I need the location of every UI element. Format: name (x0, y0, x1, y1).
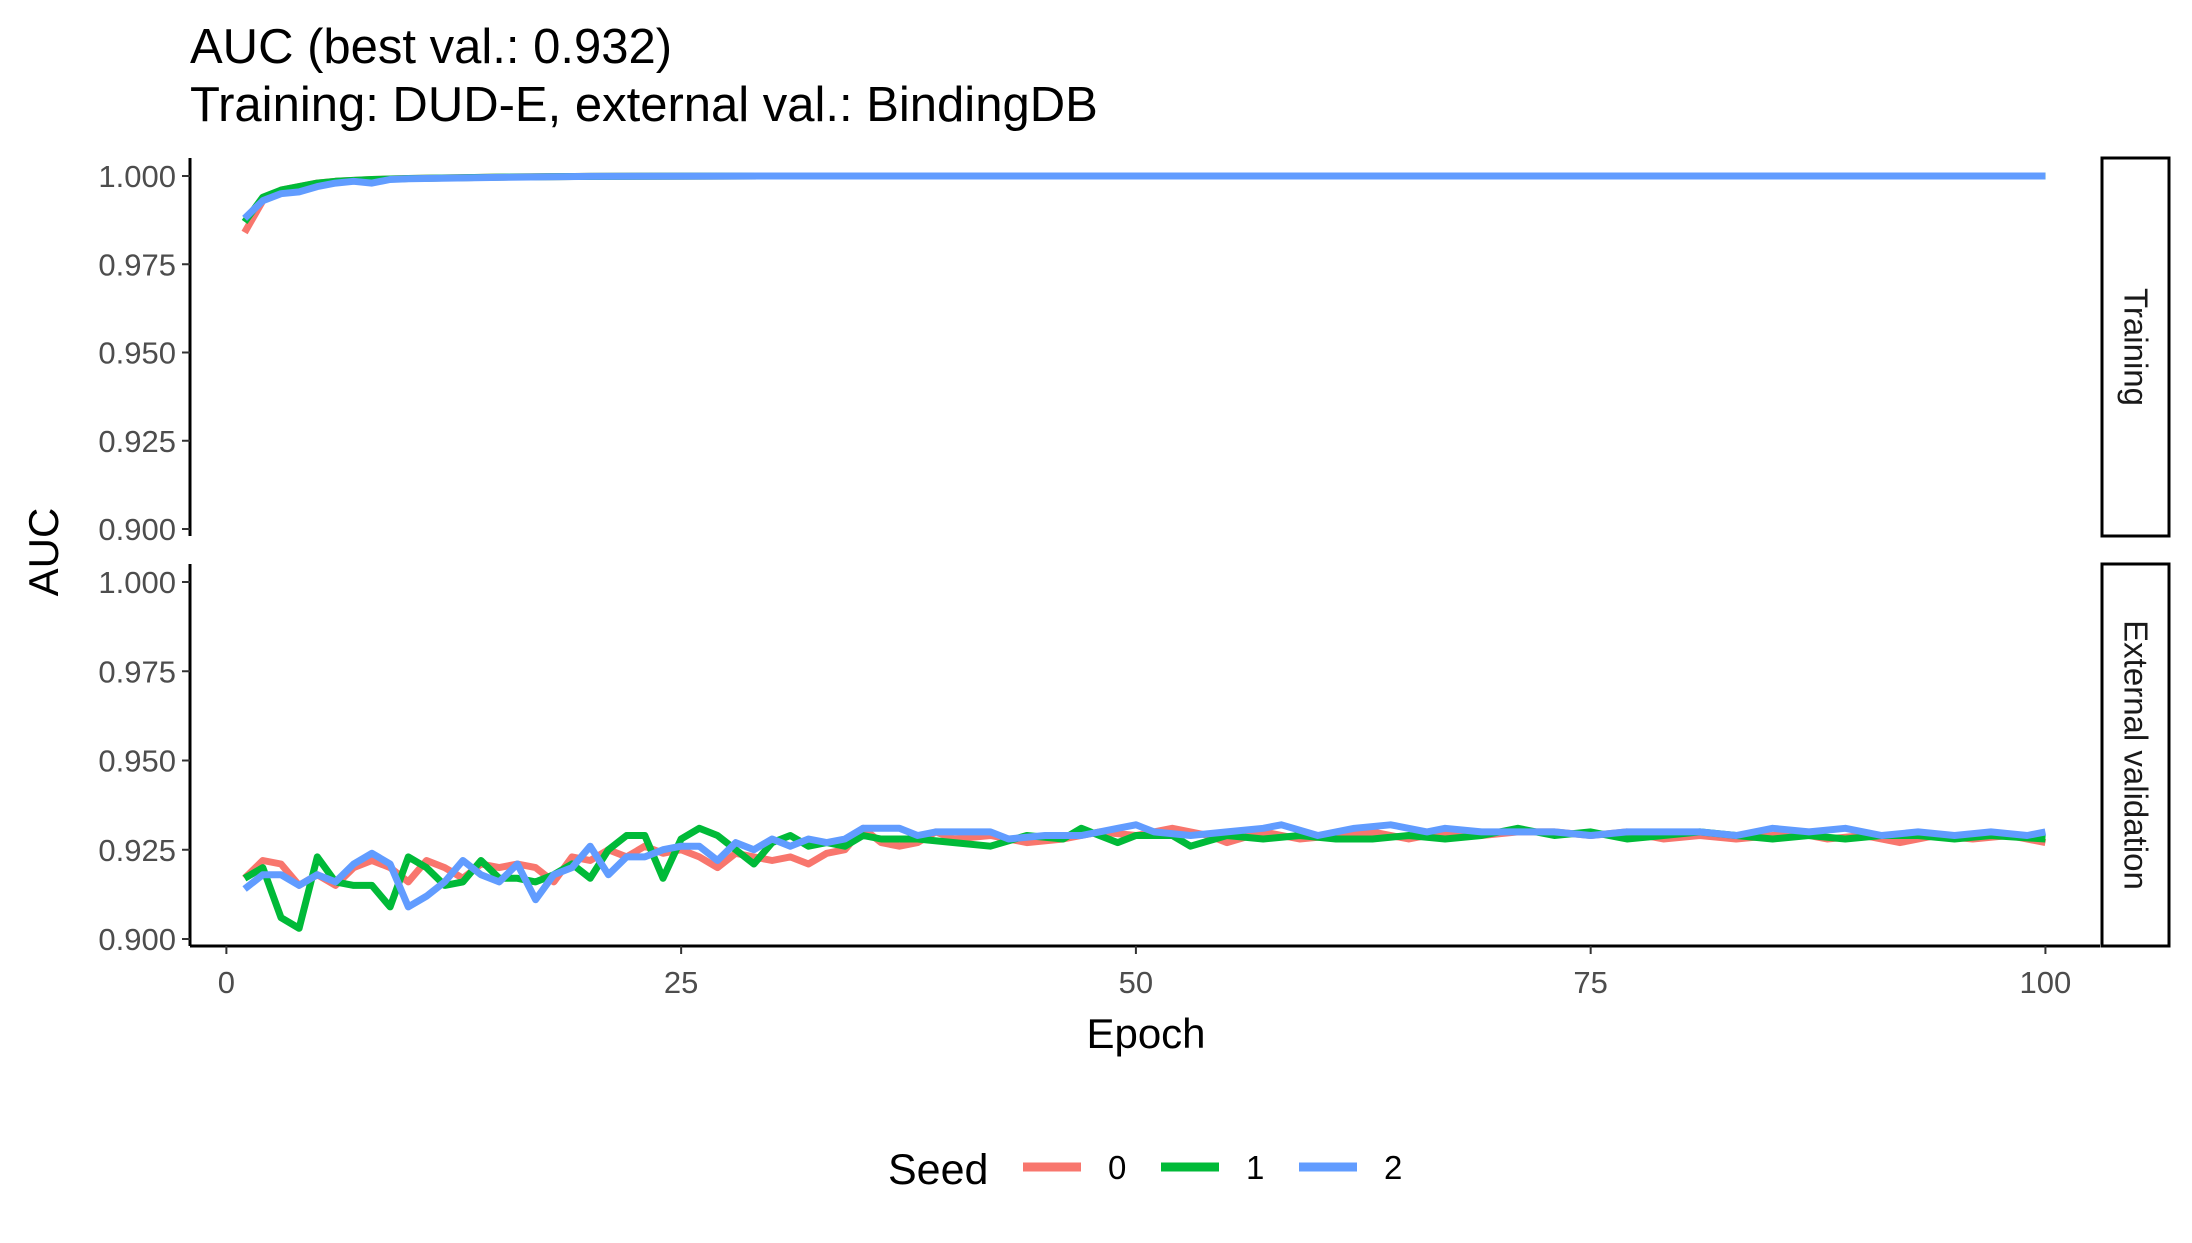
x-axis: 0 25 50 75 100 (218, 946, 2072, 1000)
y-tick-label: 0.950 (98, 336, 176, 371)
x-tick-label: 0 (218, 965, 235, 1000)
y-tick-label: 0.975 (98, 654, 176, 689)
legend-label-seed-2: 2 (1384, 1149, 1402, 1186)
facet-strip-label: Training (2118, 288, 2155, 406)
y-tick-label: 0.925 (98, 833, 176, 868)
facet-strip: Training (2100, 156, 2171, 538)
x-tick-label: 75 (1573, 965, 1607, 1000)
legend-label-seed-1: 1 (1246, 1149, 1264, 1186)
x-tick-label: 25 (664, 965, 698, 1000)
facet-strip: External validation (2100, 562, 2171, 948)
chart-subtitle: Training: DUD-E, external val.: BindingD… (190, 78, 1098, 132)
series-line-seed-2 (242, 172, 2046, 221)
y-tick-label: 0.900 (98, 512, 176, 547)
y-axis-title: AUC (20, 508, 67, 597)
y-tick-label: 0.950 (98, 744, 176, 779)
chart-title: AUC (best val.: 0.932) (190, 20, 672, 74)
series-line-seed-0 (241, 172, 2046, 235)
series-line-seed-1 (242, 824, 2046, 932)
legend-label-seed-0: 0 (1108, 1149, 1126, 1186)
panel-training: 0.900 0.925 0.950 0.975 1.000 Training (98, 156, 2171, 547)
legend-title: Seed (888, 1146, 988, 1194)
y-tick-label: 0.900 (98, 922, 176, 957)
panels: 0.9000.9250.9500.9751.000Training0.9000.… (98, 156, 2171, 957)
series-line-seed-2 (242, 821, 2047, 911)
x-tick-label: 100 (2020, 965, 2072, 1000)
facet-strip-box (2100, 156, 2171, 538)
legend: Seed 0 1 2 (888, 1146, 1402, 1194)
facet-strip-label: External validation (2118, 620, 2155, 890)
series-line-seed-1 (241, 172, 2046, 224)
x-axis-title: Epoch (1086, 1010, 1205, 1057)
x-tick-label: 50 (1119, 965, 1153, 1000)
y-tick-label: 0.975 (98, 247, 176, 282)
facet-strip-box (2100, 562, 2171, 948)
y-tick-label: 1.000 (98, 159, 176, 194)
panel-external-validation: 0.900 0.925 0.950 0.975 1.000 External valida… (98, 562, 2171, 957)
y-tick-label: 1.000 (98, 565, 176, 600)
y-tick-label: 0.925 (98, 424, 176, 459)
